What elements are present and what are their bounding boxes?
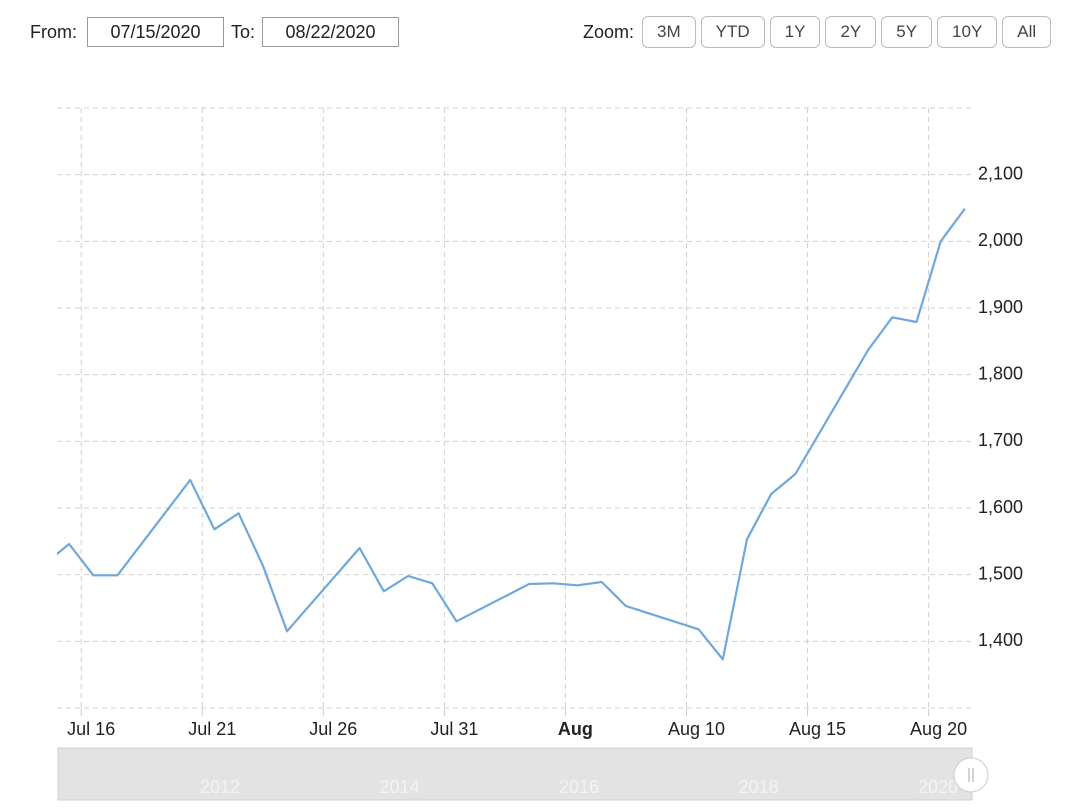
x-tick-label: Jul 16 bbox=[67, 719, 115, 739]
zoom-button[interactable]: 5Y bbox=[881, 16, 933, 48]
zoom-button[interactable]: All bbox=[1002, 16, 1052, 48]
x-tick-label: Jul 26 bbox=[309, 719, 357, 739]
zoom-bar: Zoom: 3M YTD 1Y 2Y 5Y 10Y All bbox=[583, 15, 1052, 49]
x-tick-label: Jul 31 bbox=[430, 719, 478, 739]
zoom-button[interactable]: 3M bbox=[642, 16, 696, 48]
to-label: To: bbox=[231, 21, 256, 42]
navigator-handle[interactable] bbox=[953, 757, 989, 793]
y-tick-label: 2,000 bbox=[978, 230, 1023, 250]
y-tick-label: 1,900 bbox=[978, 297, 1023, 317]
from-input[interactable]: 07/15/2020 bbox=[87, 17, 224, 47]
x-tick-label: Aug 10 bbox=[668, 719, 725, 739]
zoom-button[interactable]: YTD bbox=[700, 16, 765, 48]
y-tick-label: 1,600 bbox=[978, 497, 1023, 517]
y-tick-label: 1,500 bbox=[978, 563, 1023, 583]
zoom-button[interactable]: 2Y bbox=[825, 16, 877, 48]
from-label: From: bbox=[30, 21, 77, 42]
y-tick-label: 1,400 bbox=[978, 630, 1023, 650]
x-tick-label: Aug bbox=[558, 719, 593, 739]
navigator-label: 2020 bbox=[918, 777, 958, 797]
navigator bbox=[57, 747, 973, 801]
to-input[interactable]: 08/22/2020 bbox=[262, 17, 400, 47]
navigator-label: 2018 bbox=[739, 777, 779, 797]
y-tick-label: 1,800 bbox=[978, 363, 1023, 383]
x-tick-label: Aug 20 bbox=[910, 719, 967, 739]
navigator-label: 2012 bbox=[200, 777, 240, 797]
navigator-label: 2014 bbox=[380, 777, 420, 797]
x-tick-label: Aug 15 bbox=[789, 719, 846, 739]
zoom-button[interactable]: 1Y bbox=[769, 16, 821, 48]
x-tick-label: Jul 21 bbox=[188, 719, 236, 739]
y-tick-label: 2,100 bbox=[978, 163, 1023, 183]
zoom-label: Zoom: bbox=[583, 21, 635, 42]
zoom-button[interactable]: 10Y bbox=[937, 16, 998, 48]
y-tick-label: 1,700 bbox=[978, 430, 1023, 450]
date-range: From: 07/15/2020 To: 08/22/2020 bbox=[30, 15, 400, 49]
data-line bbox=[57, 208, 966, 661]
navigator-label: 2016 bbox=[559, 777, 599, 797]
